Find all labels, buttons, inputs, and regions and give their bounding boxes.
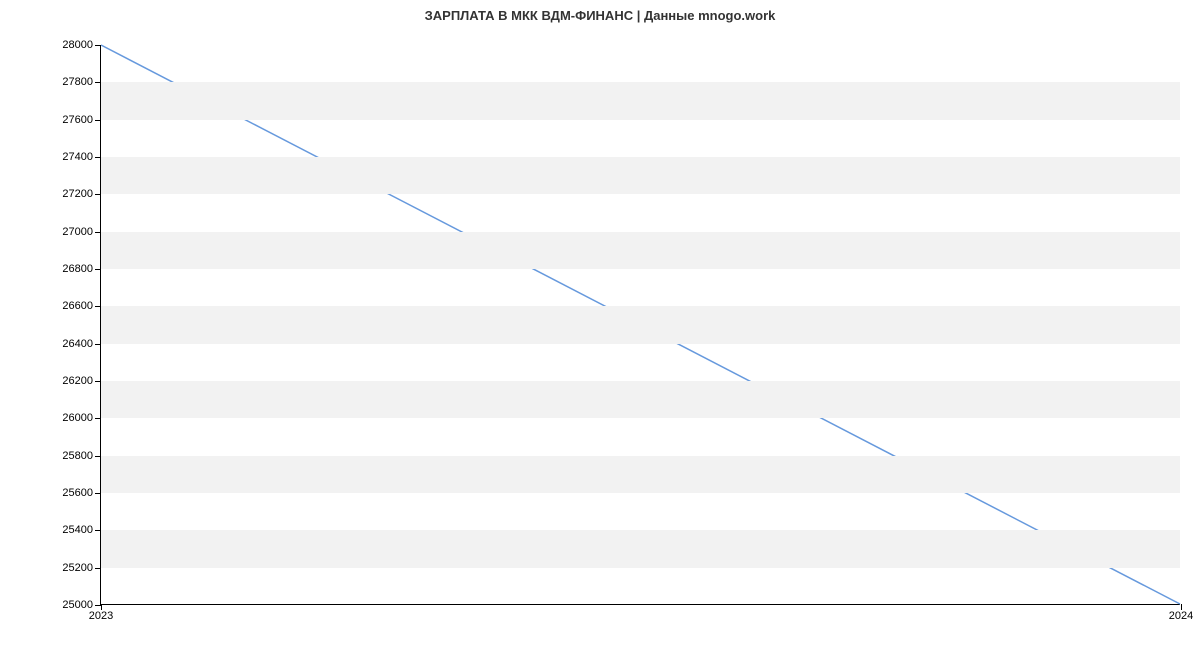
- y-tick-label: 26400: [62, 338, 93, 350]
- y-tick-label: 25600: [62, 487, 93, 499]
- y-tick-label: 25200: [62, 562, 93, 574]
- y-tick-label: 27000: [62, 226, 93, 238]
- y-tick-label: 26600: [62, 300, 93, 312]
- y-tick-label: 26800: [62, 263, 93, 275]
- y-tick-label: 25400: [62, 524, 93, 536]
- y-tick-label: 27200: [62, 188, 93, 200]
- y-tick-label: 27800: [62, 76, 93, 88]
- y-tick-label: 27400: [62, 151, 93, 163]
- chart-wrap: 2500025200254002560025800260002620026400…: [0, 30, 1200, 630]
- chart-title: ЗАРПЛАТА В МКК ВДМ-ФИНАНС | Данные mnogo…: [0, 0, 1200, 23]
- y-tick-label: 26200: [62, 375, 93, 387]
- x-tick-label: 2024: [1169, 610, 1193, 622]
- y-tick-label: 27600: [62, 114, 93, 126]
- y-tick-label: 28000: [62, 39, 93, 51]
- plot-area: 2500025200254002560025800260002620026400…: [100, 45, 1180, 605]
- y-tick-label: 26000: [62, 412, 93, 424]
- y-tick-label: 25800: [62, 450, 93, 462]
- x-tick-label: 2023: [89, 610, 113, 622]
